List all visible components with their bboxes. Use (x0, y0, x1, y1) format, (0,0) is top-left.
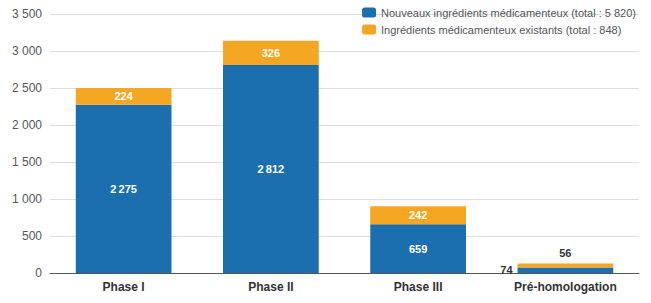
svg-text:3 000: 3 000 (12, 44, 42, 58)
svg-text:2 500: 2 500 (12, 81, 42, 95)
svg-text:0: 0 (35, 266, 42, 280)
svg-text:659: 659 (409, 243, 427, 255)
svg-text:Ingrédients médicamenteux exis: Ingrédients médicamenteux existants (tot… (381, 24, 621, 36)
svg-text:326: 326 (262, 47, 280, 59)
svg-text:Phase III: Phase III (394, 280, 443, 294)
svg-text:224: 224 (114, 90, 133, 102)
svg-text:1 500: 1 500 (12, 155, 42, 169)
svg-text:Phase II: Phase II (248, 280, 293, 294)
svg-text:2 000: 2 000 (12, 118, 42, 132)
svg-text:74: 74 (500, 264, 513, 276)
svg-text:56: 56 (559, 247, 571, 259)
svg-text:2 275: 2 275 (110, 183, 137, 195)
svg-text:Phase I: Phase I (103, 280, 145, 294)
svg-text:242: 242 (409, 209, 427, 221)
svg-text:Pré-homologation: Pré-homologation (514, 280, 617, 294)
svg-text:2 812: 2 812 (258, 163, 285, 175)
svg-text:Nouveaux ingrédients médicamen: Nouveaux ingrédients médicamenteux (tota… (381, 7, 636, 19)
svg-text:3 500: 3 500 (12, 7, 42, 21)
svg-text:1 000: 1 000 (12, 192, 42, 206)
svg-text:500: 500 (22, 229, 42, 243)
